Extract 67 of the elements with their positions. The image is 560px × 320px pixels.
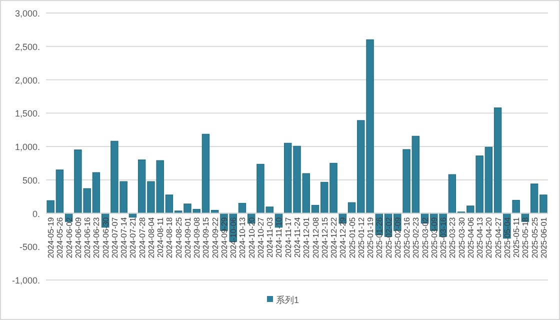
x-tick-label: 2024-07-14 [120,216,129,258]
x-tick-label: 2024-10-06 [229,216,238,258]
x-tick-label: 2024-11-17 [284,216,293,258]
x-tick-label: 2024-12-08 [311,216,320,258]
x-tick-label: 2025-01-12 [356,216,366,258]
x-tick-label: 2024-11-10 [274,216,284,258]
x-tick-label: 2024-09-01 [183,216,192,258]
x-tick-label: 2024-12-22 [330,216,339,258]
x-tick-label: 2025-03-09 [430,216,439,258]
x-tick-label: 2024-05-19 [46,216,56,258]
x-tick-label: 2025-03-02 [420,216,430,258]
y-tick-label: 1,000. [14,142,40,152]
x-tick-label: 2025-03-30 [457,216,466,258]
x-tick-label: 2024-09-15 [202,216,211,258]
x-tick-label: 2025-06-01 [539,216,548,258]
x-tick-label: 2024-06-09 [74,216,83,258]
x-tick-label: 2025-03-23 [448,216,458,258]
y-tick-label: -500. [19,242,40,252]
x-tick-label: 2025-02-02 [384,216,394,258]
x-tick-label: 2025-04-27 [494,216,503,258]
x-tick-label: 2025-03-16 [439,216,448,258]
x-tick-label: 2024-07-28 [138,216,147,258]
x-tick-label: 2024-06-30 [101,216,110,258]
x-tick-label: 2025-02-23 [412,216,421,258]
y-tick-label: 500. [22,175,40,186]
x-tick-label: 2025-04-20 [484,216,494,258]
x-tick-label: 2025-04-06 [466,216,476,258]
bar [238,202,246,214]
bar [512,200,520,214]
x-tick-label: 2024-10-27 [256,216,266,258]
x-tick-label: 2024-12-15 [320,216,330,258]
x-tick-label: 2024-12-01 [302,216,312,258]
legend-label: 系列1 [276,295,300,305]
x-tick-label: 2024-11-24 [293,216,302,258]
x-tick-label: 2024-07-07 [110,216,120,258]
x-tick-label: 2025-01-05 [348,216,357,258]
x-tick-label: 2024-09-08 [192,216,202,258]
y-tick-label: 3,000. [14,8,40,18]
y-tick-label: 1,500. [14,108,40,119]
x-tick-label: 2024-06-16 [83,216,92,258]
x-tick-label: 2024-08-11 [156,216,166,258]
x-tick-label: 2024-08-18 [165,216,174,258]
x-tick-label: 2024-08-25 [174,216,184,258]
x-tick-label: 2024-12-29 [338,216,348,258]
x-tick-label: 2024-06-23 [92,216,102,258]
y-tick-label: 0. [32,208,40,219]
x-tick-label: 2025-01-26 [375,216,384,258]
y-tick-label: 2,000. [14,75,40,86]
x-tick-label: 2024-09-22 [210,216,220,258]
x-tick-label: 2025-02-16 [402,216,412,258]
y-tick-label: 2,500. [14,42,40,52]
x-tick-label: 2024-05-26 [56,216,65,258]
x-tick-label: 2024-08-04 [146,216,156,258]
x-tick-label: 2025-05-04 [502,216,512,258]
x-tick-label: 2024-11-03 [266,216,275,258]
x-tick-label: 2024-10-20 [247,216,256,258]
x-tick-label: 2025-05-18 [521,216,530,258]
x-tick-label: 2025-01-19 [366,216,376,258]
x-tick-label: 2025-04-13 [476,216,485,258]
y-tick-label: -1,000. [12,276,40,286]
x-tick-label: 2025-02-09 [393,216,402,258]
x-tick-label: 2025-05-11 [512,216,522,258]
x-tick-label: 2024-07-21 [128,216,138,258]
x-tick-label: 2024-06-02 [64,216,74,258]
x-tick-label: 2024-10-13 [238,216,248,258]
x-tick-label: 2024-09-29 [220,216,229,258]
x-tick-label: 2025-05-25 [530,216,540,258]
